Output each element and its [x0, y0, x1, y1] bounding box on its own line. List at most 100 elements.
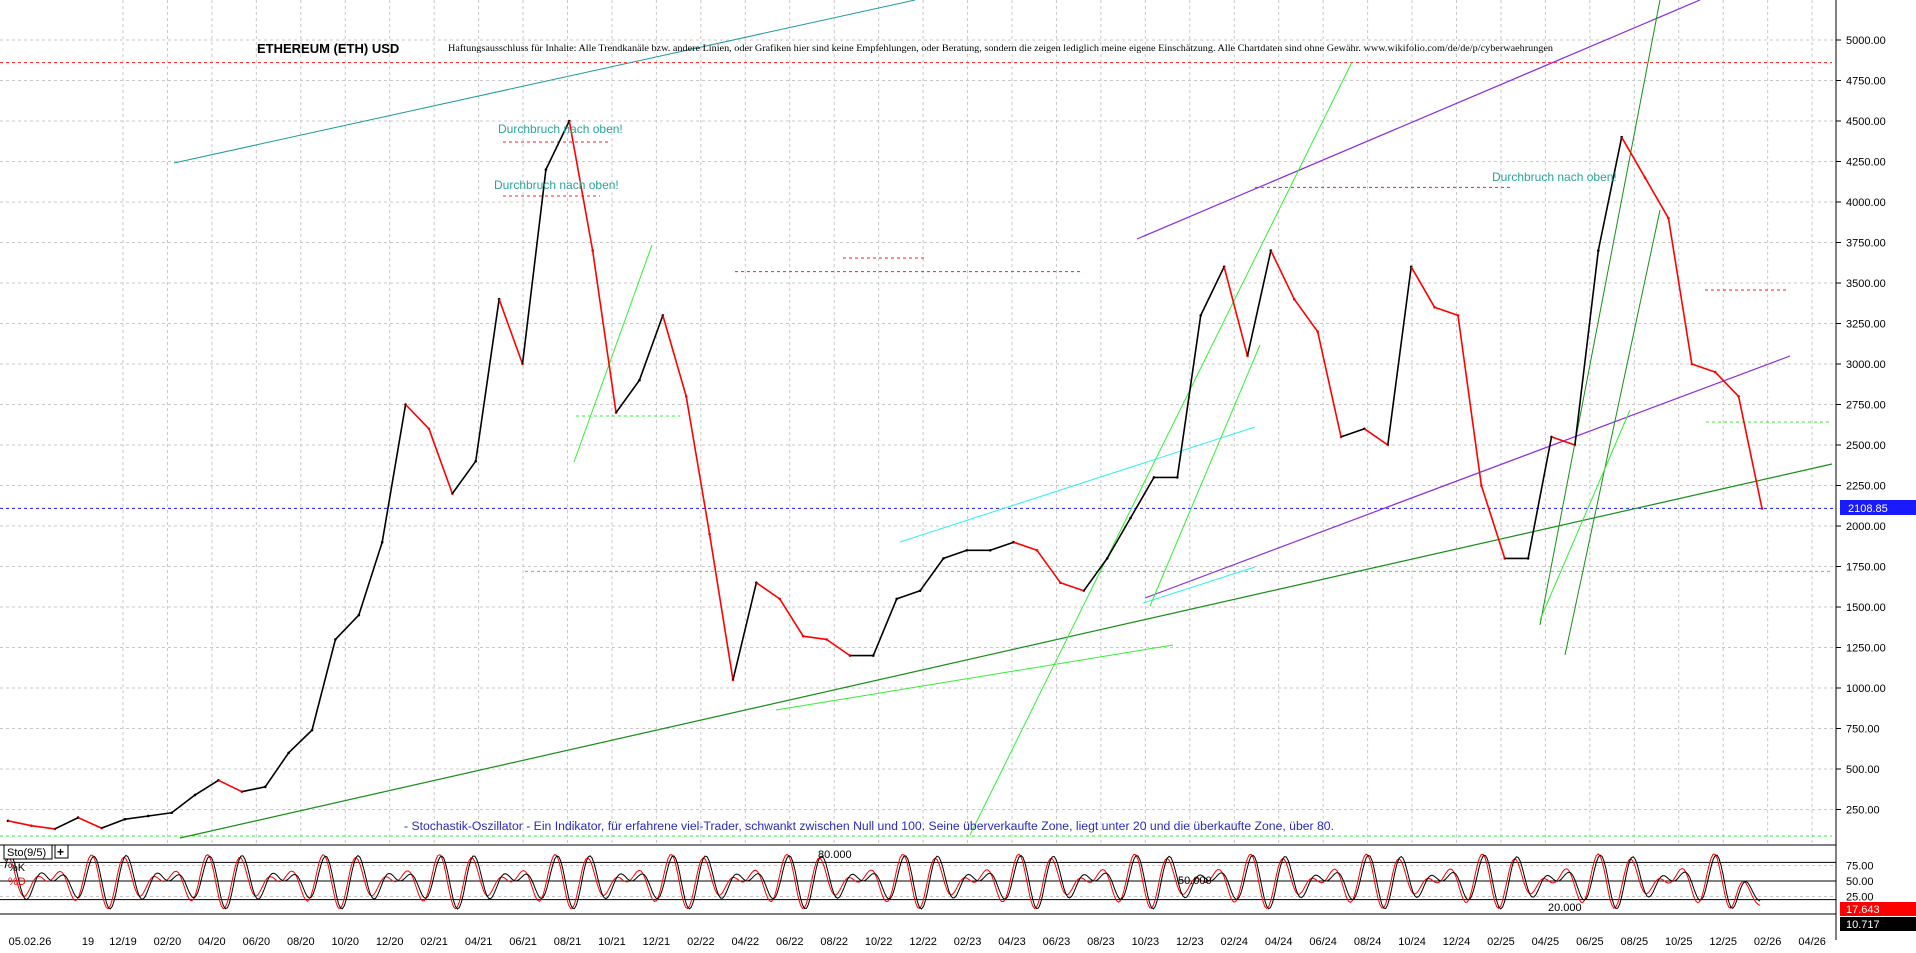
x-tick-label: 05.02.26 — [9, 936, 52, 948]
y-tick-label: 2750.00 — [1846, 400, 1886, 412]
x-tick-label: 12/24 — [1443, 936, 1471, 948]
price-segment — [218, 779, 243, 793]
x-tick-label: 02/21 — [420, 936, 448, 948]
x-tick-label: 02/24 — [1220, 936, 1248, 948]
price-segment — [77, 816, 102, 829]
price-segment — [171, 794, 196, 814]
x-tick-label: 10/23 — [1132, 936, 1160, 948]
x-tick-label: 10/22 — [865, 936, 893, 948]
osc-k-value-box — [1840, 902, 1916, 916]
x-tick-label: 04/20 — [198, 936, 226, 948]
x-tick-label: 12/22 — [909, 936, 937, 948]
osc-expand-button[interactable] — [54, 844, 69, 859]
x-tick-label: 06/22 — [776, 936, 804, 948]
y-tick-label: 4250.00 — [1846, 157, 1886, 169]
trend-purple-upper — [1136, 0, 1701, 240]
osc-y-tick-label: 25.00 — [1846, 892, 1874, 904]
x-tick-label: 12/23 — [1176, 936, 1204, 948]
price-segment — [591, 250, 617, 413]
price-segment — [1363, 428, 1389, 446]
price-segment — [7, 820, 32, 827]
price-segment — [1316, 331, 1342, 438]
price-segment — [264, 752, 290, 788]
y-tick-label: 1500.00 — [1846, 602, 1886, 614]
x-tick-label: 02/25 — [1487, 936, 1515, 948]
x-tick-label: 04/23 — [998, 936, 1026, 948]
y-tick-label: 4000.00 — [1846, 197, 1886, 209]
price-segment — [1013, 541, 1038, 552]
x-tick-label: 08/21 — [554, 936, 582, 948]
chart-title: ETHEREUM (ETH) USD — [257, 41, 399, 56]
price-segment — [451, 460, 477, 495]
osc-header-box — [3, 844, 53, 860]
x-tick-label: 10/21 — [598, 936, 626, 948]
y-tick-label: 1750.00 — [1846, 562, 1886, 574]
y-tick-label: 1000.00 — [1846, 683, 1886, 695]
x-tick-label: 06/24 — [1309, 936, 1337, 948]
price-segment — [1551, 436, 1576, 446]
price-segment — [662, 315, 687, 397]
price-segment — [989, 541, 1014, 552]
price-segment — [498, 298, 524, 365]
y-tick-label: 3500.00 — [1846, 278, 1886, 290]
price-segment — [1129, 476, 1155, 519]
price-segment — [779, 598, 804, 637]
x-tick-label: 08/25 — [1621, 936, 1649, 948]
price-segment — [334, 614, 360, 640]
x-tick-label: 08/24 — [1354, 936, 1382, 948]
price-segment — [872, 598, 898, 656]
osc-y-tick-label: 50.00 — [1846, 876, 1874, 888]
trend-green-2 — [1149, 344, 1261, 607]
y-tick-label: 2000.00 — [1846, 521, 1886, 533]
x-tick-label: 19 — [82, 936, 94, 948]
y-tick-label: 750.00 — [1846, 724, 1880, 736]
price-segment — [1246, 250, 1272, 357]
price-segment — [521, 169, 547, 365]
price-segment — [638, 315, 664, 381]
price-segment — [358, 541, 383, 616]
x-tick-label: 04/26 — [1798, 936, 1826, 948]
price-segment — [708, 533, 734, 681]
price-segment — [474, 299, 500, 462]
horizontal-levels — [0, 62, 1836, 837]
price-segment — [1691, 363, 1716, 373]
osc-k-label: %K — [8, 862, 26, 874]
osc-k-line — [4, 854, 1761, 910]
price-segment — [568, 120, 594, 251]
annotation-breakout-2: Durchbruch nach oben! — [494, 178, 619, 192]
last-price-label: 2108.85 — [1848, 503, 1888, 515]
x-tick-label: 10/20 — [331, 936, 359, 948]
price-segment — [54, 816, 79, 830]
price-series — [6, 119, 1764, 831]
x-tick-label: 08/20 — [287, 936, 315, 948]
stochastic-oscillator: 75.00 50.00 25.00 — [0, 853, 1874, 910]
x-tick-label: 04/22 — [732, 936, 760, 948]
trend-cyan-2 — [1142, 566, 1256, 604]
price-segment — [1410, 266, 1436, 308]
last-price-box — [1840, 500, 1916, 515]
trend-long-support — [179, 463, 1833, 839]
osc-y-tick-label: 75.00 — [1846, 861, 1874, 873]
price-segment — [288, 729, 313, 754]
y-tick-label: 2500.00 — [1846, 440, 1886, 452]
price-segment — [1644, 177, 1670, 219]
osc-d-line — [4, 853, 1761, 910]
price-segment — [1387, 266, 1412, 446]
x-tick-label: 10/24 — [1398, 936, 1426, 948]
trend-upper-channel — [173, 0, 916, 164]
price-segment — [428, 428, 454, 494]
price-segment — [311, 639, 337, 731]
price-segment — [1199, 266, 1225, 316]
y-tick-label: 500.00 — [1846, 764, 1880, 776]
price-segment — [1457, 315, 1483, 486]
price-segment — [1106, 517, 1132, 559]
trend-green-dashed-2022 — [775, 644, 1174, 711]
price-segment — [1176, 315, 1202, 478]
y-tick-label: 3250.00 — [1846, 319, 1886, 331]
x-tick-label: 06/23 — [1043, 936, 1071, 948]
price-segment — [1574, 250, 1600, 446]
price-point — [1760, 507, 1764, 510]
price-segment — [615, 379, 641, 414]
price-segment — [803, 635, 827, 641]
